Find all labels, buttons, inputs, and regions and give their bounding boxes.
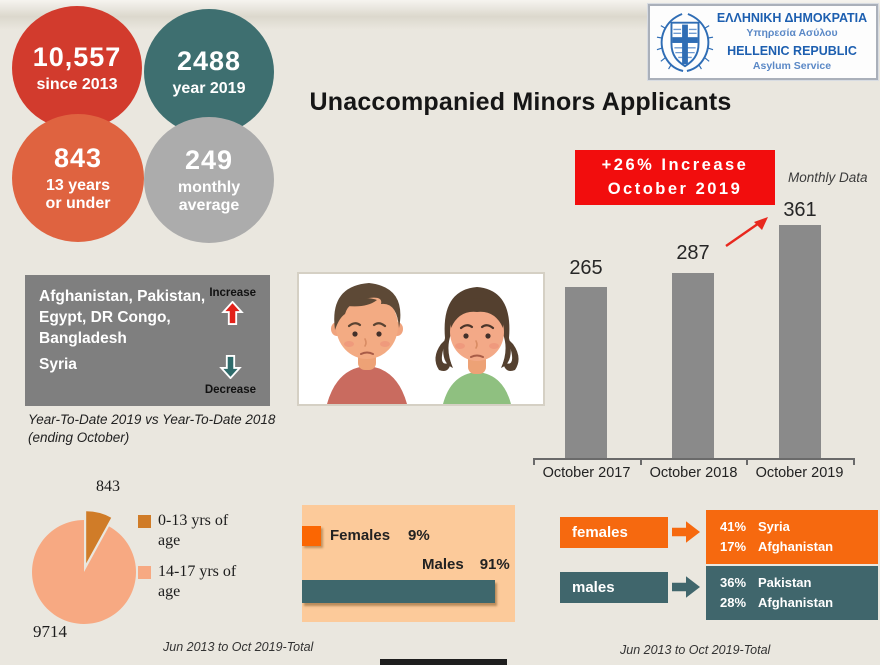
- ytd-note-line1: Year-To-Date 2019 vs Year-To-Date 2018: [28, 412, 276, 427]
- females-origin-box: 41% Syria 17% Afghanistan: [706, 510, 878, 565]
- origin-pct: 36%: [720, 575, 747, 590]
- x-axis-label: October 2018: [649, 465, 738, 481]
- logo-greek-name: ΕΛΛΗΝΙΚΗ ΔΗΜΟΚΡΑΤΙΑ: [716, 11, 868, 26]
- stat-value: 843: [53, 142, 103, 173]
- down-arrow-icon: [219, 355, 242, 380]
- males-origin-box: 36% Pakistan 28% Afghanistan: [706, 566, 878, 621]
- legend-item-14-17: 14-17 yrs of age: [138, 562, 240, 602]
- stat-label: monthly average: [177, 178, 241, 215]
- ytd-note-line2: (ending October): [28, 429, 130, 445]
- males-bar: [302, 580, 495, 603]
- highlight-line1: +26% Increase: [601, 155, 749, 174]
- stat-label: 13 years or under: [45, 176, 111, 213]
- legend-item-0-13: 0-13 yrs of age: [138, 511, 240, 551]
- right-arrow-icon: [672, 521, 700, 543]
- origin-pct: 17%: [720, 539, 747, 555]
- increase-trend-arrow-icon: [725, 217, 768, 247]
- origin-footer: Jun 2013 to Oct 2019-Total: [620, 643, 771, 657]
- decrease-countries: Syria: [39, 356, 77, 374]
- age-pie-chart: [32, 511, 137, 624]
- increase-label: Increase: [209, 287, 256, 299]
- greek-emblem-icon: [656, 13, 714, 72]
- males-percent: 91%: [479, 556, 510, 573]
- page-title: Unaccompanied Minors Applicants: [309, 88, 732, 116]
- pie-main-value: 9714: [33, 622, 67, 641]
- females-bar: [302, 526, 321, 546]
- stat-circle-under13: 843 13 years or under: [12, 114, 144, 242]
- logo-greek-service: Υπηρεσία Ασύλου: [746, 26, 838, 39]
- legend-label: 0-13 yrs of age: [158, 512, 229, 549]
- x-axis-label: October 2019: [755, 465, 844, 481]
- origin-country: Afghanistan: [758, 595, 834, 611]
- increase-indicator: Increase: [209, 287, 260, 350]
- axis-tick: [533, 458, 535, 465]
- origin-pct: 41%: [720, 519, 747, 534]
- decrease-label: Decrease: [204, 384, 256, 397]
- females-text: Females: [330, 527, 391, 544]
- logo-latin-name: HELLENIC REPUBLIC: [727, 44, 857, 58]
- stat-value: 10,557: [32, 41, 122, 72]
- up-arrow-icon: [221, 300, 244, 325]
- trend-countries-box: Afghanistan, Pakistan, Egypt, DR Congo, …: [25, 275, 270, 406]
- bar-value-label: 265: [569, 257, 603, 279]
- axis-tick: [746, 458, 748, 465]
- pie-slice-value: 843: [96, 478, 120, 495]
- monthly-bar: [565, 287, 607, 458]
- logo-text: ΕΛΛΗΝΙΚΗ ΔΗΜΟΚΡΑΤΙΑ Υπηρεσία Ασύλου HELL…: [714, 11, 870, 73]
- males-text: Males: [422, 556, 464, 573]
- monthly-bar: [779, 225, 821, 458]
- stat-circle-year: 2488 year 2019: [144, 9, 274, 135]
- legend-swatch-dark-orange: [138, 515, 151, 528]
- legend-swatch-light-orange: [138, 566, 151, 579]
- sad-boy-and-girl-image: [327, 283, 519, 404]
- axis-tick: [640, 458, 642, 465]
- monthly-data-caption: Monthly Data: [788, 170, 868, 185]
- males-tag-box: males: [560, 572, 668, 603]
- origin-country: Pakistan: [758, 575, 812, 590]
- ytd-comparison-note: Year-To-Date 2019 vs Year-To-Date 2018 (…: [28, 411, 298, 446]
- stat-value: 2488: [176, 45, 242, 76]
- children-illustration: [297, 272, 545, 406]
- legend-label: 14-17 yrs of age: [158, 563, 237, 600]
- origin-pct: 28%: [720, 595, 747, 611]
- axis-tick: [853, 458, 855, 465]
- pie-legend: 0-13 yrs of age 14-17 yrs of age: [138, 511, 240, 613]
- bar-value-label: 361: [783, 199, 817, 221]
- x-axis-label: October 2017: [542, 465, 631, 481]
- right-arrow-icon: [672, 576, 700, 598]
- females-tag-box: females: [560, 517, 668, 548]
- logo-latin-service: Asylum Service: [752, 59, 832, 72]
- stat-circle-total: 10,557 since 2013: [12, 6, 142, 130]
- monthly-bar: [672, 273, 714, 458]
- bar-value-label: 287: [676, 242, 710, 264]
- stat-label: year 2019: [172, 79, 246, 97]
- bottom-edge-strip: [380, 659, 507, 665]
- stat-label: since 2013: [36, 75, 118, 93]
- stat-value: 249: [184, 144, 234, 175]
- increase-highlight-box: +26% Increase October 2019: [575, 150, 775, 205]
- females-percent: 9%: [408, 527, 430, 544]
- asylum-service-logo: ΕΛΛΗΝΙΚΗ ΔΗΜΟΚΡΑΤΙΑ Υπηρεσία Ασύλου HELL…: [647, 3, 879, 81]
- age-chart-footer: Jun 2013 to Oct 2019-Total: [163, 640, 314, 654]
- decrease-indicator: Decrease: [205, 355, 260, 398]
- origin-country: Syria: [758, 519, 790, 534]
- x-axis-line: [533, 458, 854, 460]
- males-bar-label: Males 91%: [422, 556, 510, 573]
- origin-country: Afghanistan: [758, 539, 834, 555]
- females-bar-label: Females 9%: [330, 527, 430, 544]
- highlight-line2: October 2019: [607, 179, 743, 198]
- stat-circle-monthly-avg: 249 monthly average: [144, 117, 274, 243]
- increase-countries: Afghanistan, Pakistan, Egypt, DR Congo, …: [39, 288, 206, 347]
